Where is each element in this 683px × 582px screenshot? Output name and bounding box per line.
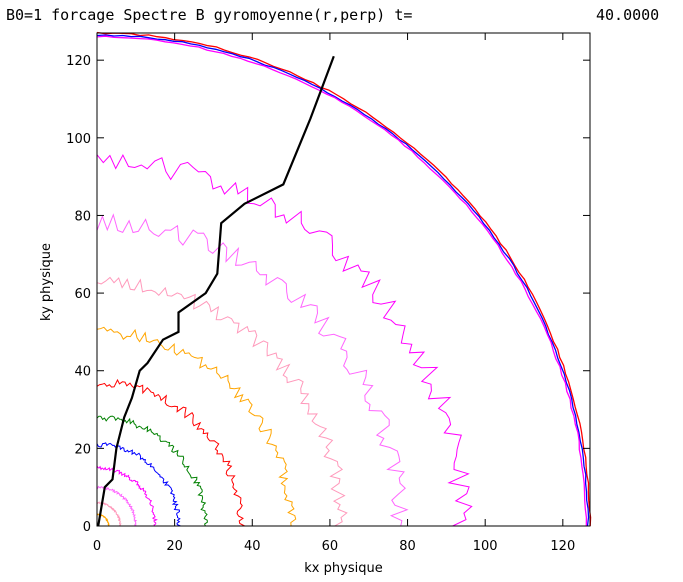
y-tick-label: 100 — [66, 132, 91, 147]
y-tick-label: 80 — [74, 209, 91, 224]
contour-line — [96, 415, 208, 527]
contour-line — [96, 31, 592, 527]
contour-line — [96, 213, 409, 527]
contour-line — [96, 35, 588, 527]
x-tick-label: 20 — [166, 539, 183, 554]
time-value: 40.0000 — [596, 6, 659, 24]
y-tick-label: 60 — [74, 287, 91, 302]
y-axis-label: ky physique — [39, 243, 54, 321]
contour-line — [96, 34, 590, 527]
y-tick-label: 40 — [74, 365, 91, 380]
x-tick-label: 100 — [473, 539, 498, 554]
y-tick-label: 20 — [74, 442, 91, 457]
x-axis-label: kx physique — [304, 561, 382, 576]
y-tick-label: 120 — [66, 54, 91, 69]
black-line-series — [97, 55, 335, 527]
contour-line — [96, 276, 348, 527]
contour-line — [96, 485, 138, 527]
x-tick-label: 0 — [93, 539, 101, 554]
contour-line — [96, 442, 181, 527]
contour-line — [96, 154, 473, 527]
contour-line — [96, 378, 245, 527]
contour-line — [96, 465, 158, 527]
x-tick-label: 120 — [550, 539, 575, 554]
plot-frame — [96, 32, 591, 527]
contour-line — [96, 326, 297, 527]
x-axis: 0 20 40 60 80 100 120 — [93, 33, 575, 554]
contour-lines — [96, 31, 592, 527]
x-tick-label: 80 — [399, 539, 416, 554]
y-tick-label: 0 — [83, 520, 91, 535]
black-line — [97, 55, 335, 527]
chart-title: B0=1 forcage Spectre B gyromoyenne(r,per… — [6, 6, 412, 24]
y-axis: 0 20 40 60 80 100 120 — [66, 54, 590, 535]
x-tick-label: 40 — [244, 539, 261, 554]
x-tick-label: 60 — [322, 539, 339, 554]
